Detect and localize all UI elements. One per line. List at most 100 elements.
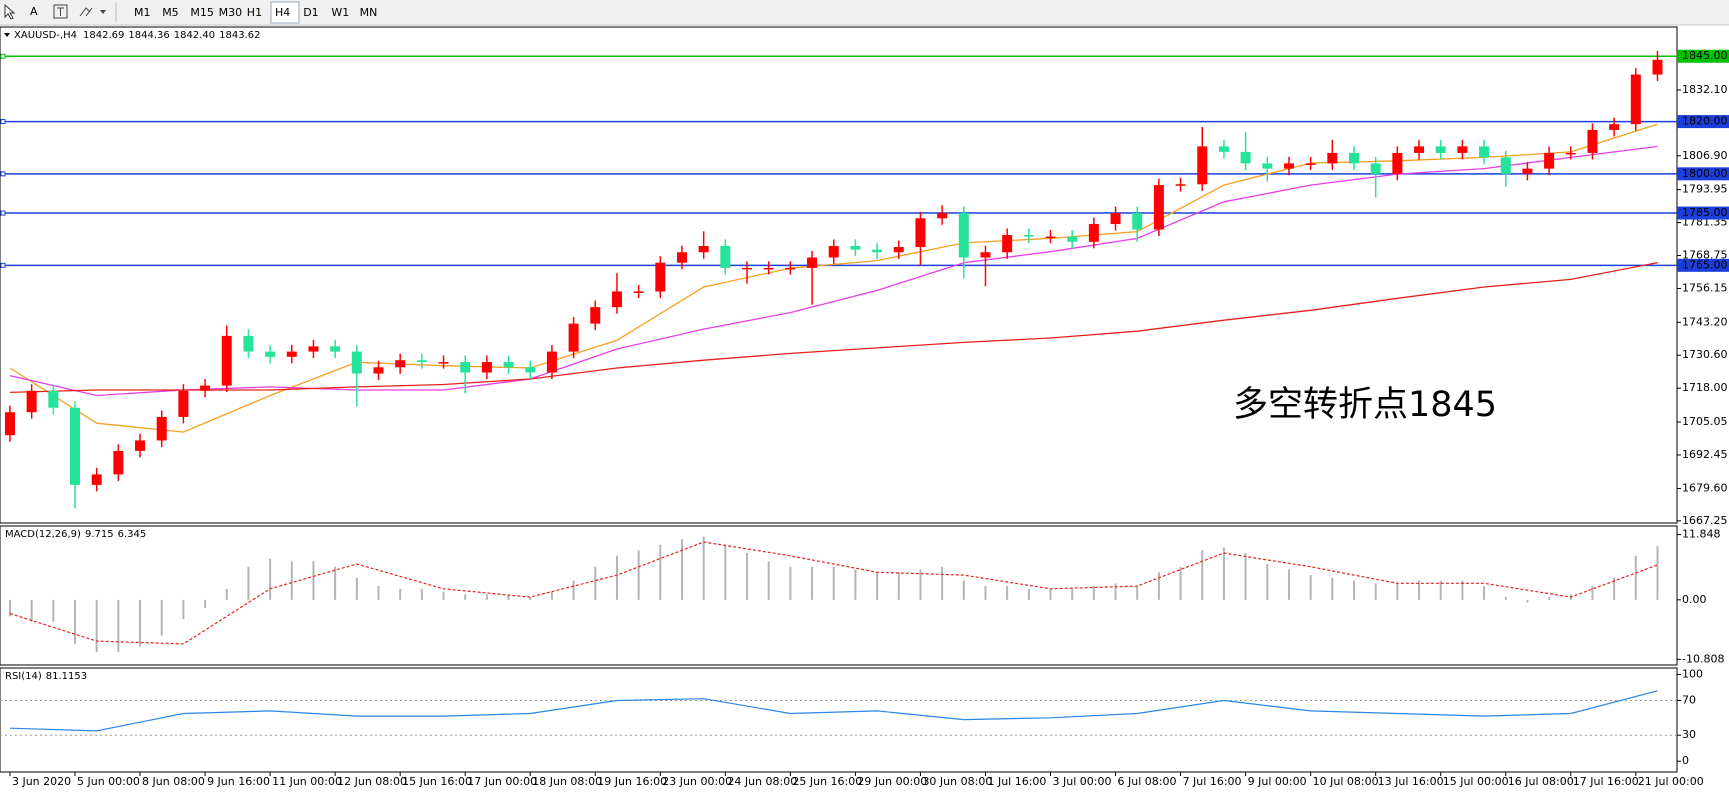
signal-value: 6.345 — [118, 529, 147, 540]
x-tick-label: 30 Jun 08:00 — [922, 775, 992, 788]
open-price: 1842.69 — [83, 30, 124, 41]
moving-average — [9, 262, 1658, 394]
candle-body — [351, 351, 362, 374]
rsi-plot — [0, 690, 1677, 736]
candle-body — [850, 245, 861, 250]
candle-body — [1153, 185, 1164, 230]
cursor-icon[interactable] — [4, 3, 16, 20]
x-tick-label: 9 Jun 16:00 — [207, 775, 270, 788]
timeframe-button[interactable]: H4 — [275, 6, 290, 19]
symbol-menu-arrow[interactable] — [4, 33, 10, 37]
candle-body — [546, 351, 557, 373]
macd-plot — [8, 536, 1659, 653]
candle-body — [785, 267, 796, 270]
candle-body — [1283, 163, 1294, 169]
x-tick-label: 29 Jun 00:00 — [857, 775, 927, 788]
candle-body — [720, 245, 731, 268]
candle-body — [568, 323, 579, 352]
candle-body — [1132, 213, 1143, 230]
macd-panel — [0, 525, 1678, 666]
level-handle — [0, 262, 6, 268]
rsi-value: 81.1153 — [46, 671, 87, 682]
tool-button[interactable]: A — [30, 5, 38, 18]
candle-body — [1457, 146, 1468, 153]
x-tick-label: 10 Jul 08:00 — [1313, 775, 1379, 788]
candle-body — [1348, 152, 1359, 164]
y-tick-label: 11.848 — [1682, 528, 1721, 541]
timeframe-button[interactable]: D1 — [303, 6, 318, 19]
candle-body — [915, 218, 926, 248]
x-tick-label: 15 Jul 00:00 — [1443, 775, 1509, 788]
candle-body — [1479, 146, 1490, 158]
candle-body — [4, 412, 15, 436]
candle-body — [113, 450, 124, 475]
level-label: 1765.00 — [1682, 258, 1728, 271]
timeframe-button[interactable]: M30 — [219, 6, 243, 19]
timeframe-button[interactable]: M5 — [162, 6, 179, 19]
level-label: 1785.00 — [1682, 206, 1728, 219]
y-tick-label: 1692.45 — [1682, 448, 1728, 461]
moving-average — [9, 145, 1658, 397]
dropdown-arrow[interactable] — [100, 10, 106, 14]
candle-body — [1392, 152, 1403, 174]
level-label: 1820.00 — [1682, 115, 1728, 128]
x-tick-label: 21 Jul 00:00 — [1638, 775, 1704, 788]
candle-body — [611, 291, 622, 308]
candle-body — [1652, 59, 1663, 75]
timeframe-button[interactable]: MN — [360, 6, 378, 19]
x-tick-label: 24 Jun 08:00 — [727, 775, 797, 788]
text-label-icon[interactable] — [53, 4, 68, 19]
y-tick-label: 1743.20 — [1682, 315, 1728, 328]
y-tick-label: 30 — [1682, 728, 1696, 741]
y-tick-label: 1730.60 — [1682, 348, 1728, 361]
x-tick-label: 17 Jun 00:00 — [467, 775, 537, 788]
candle-body — [395, 360, 406, 368]
x-tick-label: 15 Jun 16:00 — [402, 775, 472, 788]
x-tick-label: 25 Jun 16:00 — [792, 775, 862, 788]
close-price: 1843.62 — [219, 30, 260, 41]
candle-body — [1088, 224, 1099, 242]
timeframe-button[interactable]: H1 — [247, 6, 262, 19]
macd-value: 9.715 — [85, 529, 114, 540]
candle-body — [655, 262, 666, 292]
candle-body — [525, 367, 536, 373]
candle-body — [1327, 152, 1338, 164]
candle-body — [1023, 235, 1034, 237]
candle-body — [1305, 163, 1316, 165]
level-tag — [1677, 206, 1729, 220]
candle-body — [698, 245, 709, 253]
x-tick-label: 19 Jun 16:00 — [597, 775, 667, 788]
y-tick-label: 1768.75 — [1682, 249, 1728, 262]
symbol: XAUUSD-,H4 — [14, 30, 77, 41]
candle-body — [1067, 236, 1078, 242]
candle-body — [1609, 124, 1620, 130]
candle-body — [1175, 184, 1186, 186]
text-label-glyph — [57, 7, 64, 16]
candle-body — [265, 351, 276, 357]
timeframe-button[interactable]: M1 — [134, 6, 151, 19]
x-tick-label: 16 Jul 08:00 — [1508, 775, 1574, 788]
candle-body — [481, 362, 492, 373]
candle-body — [503, 362, 514, 368]
x-tick-label: 9 Jul 00:00 — [1248, 775, 1307, 788]
x-tick-label: 13 Jul 16:00 — [1378, 775, 1444, 788]
timeframe-button[interactable]: W1 — [331, 6, 349, 19]
candle-body — [26, 390, 37, 413]
candle-body — [48, 390, 59, 408]
objects-icon[interactable] — [79, 7, 93, 17]
candle-body — [1045, 236, 1056, 239]
main-panel — [0, 26, 1678, 524]
candle-body — [200, 385, 211, 391]
y-tick-label: 0 — [1682, 754, 1689, 767]
x-tick-label: 11 Jun 00:00 — [272, 775, 342, 788]
y-tick-label: 1679.60 — [1682, 482, 1728, 495]
candle-body — [221, 335, 232, 386]
timeframe-button[interactable]: M15 — [190, 6, 214, 19]
level-tag — [1677, 167, 1729, 181]
y-tick-label: 1667.25 — [1682, 514, 1728, 527]
rsi-title: RSI(14) — [5, 671, 42, 682]
candle-body — [980, 252, 991, 258]
candle-body — [1414, 146, 1425, 153]
